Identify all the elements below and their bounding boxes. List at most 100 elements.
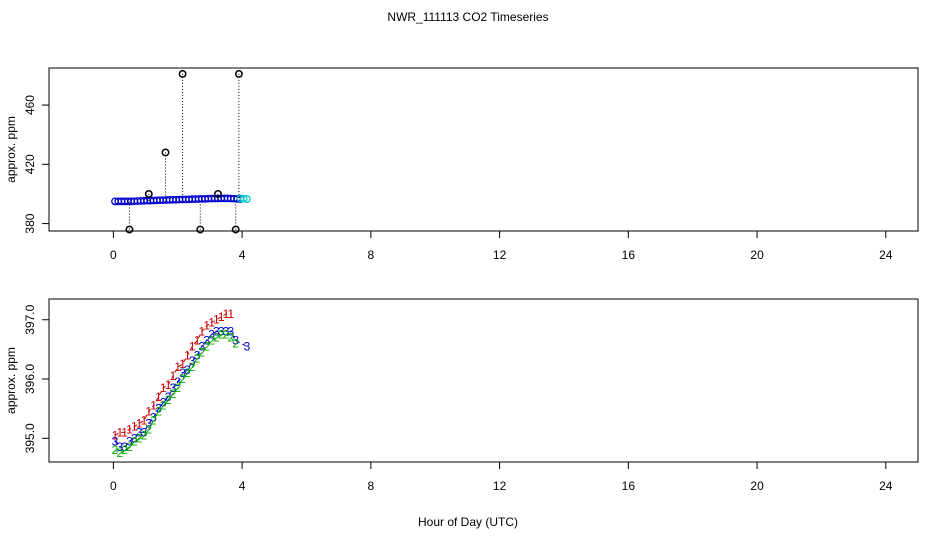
series-marker-3: 3: [136, 425, 143, 439]
series-line-3: [114, 331, 248, 448]
outlier-point: [234, 69, 243, 78]
series-marker-2: 2: [136, 431, 143, 445]
series-marker-3: 3: [218, 325, 225, 339]
series-marker-3: 3: [126, 434, 133, 448]
x-tick-label: 20: [750, 479, 764, 493]
y-axis-label: approx. ppm: [4, 116, 18, 183]
x-tick-label: 4: [239, 479, 246, 493]
series-marker-2: 2: [194, 351, 201, 365]
series-marker-3: 3: [131, 431, 138, 445]
series-marker-3: 3: [160, 396, 167, 410]
series-marker-2: 2: [116, 446, 123, 460]
series-marker-3: 3: [244, 339, 251, 353]
series-marker-1: 1: [170, 369, 177, 383]
x-tick-label: 8: [368, 479, 375, 493]
y-tick-label: 380: [23, 213, 37, 233]
series-marker-2: 2: [228, 331, 235, 345]
series-marker-1: 1: [203, 319, 210, 333]
data-point-tail: [239, 194, 248, 203]
series-marker-2: 2: [232, 336, 239, 350]
series-marker-3: 3: [184, 363, 191, 377]
series-marker-3: 3: [232, 333, 239, 347]
x-tick-label: 8: [368, 248, 375, 262]
series-marker-1: 1: [165, 378, 172, 392]
y-tick-label: 397.0: [23, 304, 37, 334]
series-marker-2: 2: [145, 422, 152, 436]
series-marker-3: 3: [145, 416, 152, 430]
series-line-2: [114, 334, 237, 454]
series-marker-3: 3: [116, 440, 123, 454]
outlier-point: [161, 148, 170, 157]
plot-frame: [48, 298, 919, 463]
series-marker-2: 2: [189, 360, 196, 374]
series-marker-1: 1: [213, 313, 220, 327]
series-marker-2: 2: [160, 399, 167, 413]
series-marker-3: 3: [228, 325, 235, 339]
series-marker-2: 2: [141, 428, 148, 442]
y-tick-label: 395.0: [23, 423, 37, 453]
x-tick-label: 12: [493, 248, 507, 262]
series-marker-2: 2: [165, 393, 172, 407]
y-tick-label: 396.0: [23, 364, 37, 394]
series-marker-1: 1: [126, 422, 133, 436]
outlier-point: [178, 69, 187, 78]
series-marker-3: 3: [155, 402, 162, 416]
series-marker-1: 1: [116, 425, 123, 439]
series-marker-2: 2: [179, 372, 186, 386]
series-marker-3: 3: [189, 354, 196, 368]
series-marker-3: 3: [121, 440, 128, 454]
series-marker-3: 3: [150, 411, 157, 425]
series-marker-2: 2: [213, 331, 220, 345]
series-marker-1: 1: [223, 307, 230, 321]
series-marker-2: 2: [112, 443, 119, 457]
outlier-point: [144, 190, 153, 198]
series-marker-1: 1: [218, 310, 225, 324]
series-marker-3: 3: [165, 390, 172, 404]
series-marker-3: 3: [213, 325, 220, 339]
series-marker-3: 3: [179, 366, 186, 380]
series-marker-3: 3: [203, 333, 210, 347]
x-tick-label: 12: [493, 479, 507, 493]
series-marker-3: 3: [141, 425, 148, 439]
outlier-point: [214, 190, 222, 198]
series-marker-2: 2: [223, 328, 230, 342]
series-marker-2: 2: [131, 434, 138, 448]
x-tick-label: 0: [110, 479, 117, 493]
series-marker-1: 1: [150, 399, 157, 413]
series-marker-1: 1: [141, 414, 148, 428]
series-marker-1: 1: [189, 339, 196, 353]
series-marker-1: 1: [194, 333, 201, 347]
series-marker-1: 1: [228, 307, 235, 321]
series-line-1: [114, 313, 231, 436]
x-tick-label: 16: [622, 479, 636, 493]
series-marker-3: 3: [112, 434, 119, 448]
x-tick-label: 24: [879, 479, 893, 493]
series-marker-3: 3: [194, 348, 201, 362]
series-marker-3: 3: [223, 325, 230, 339]
series-marker-1: 1: [179, 357, 186, 371]
series-marker-2: 2: [170, 387, 177, 401]
outlier-point: [231, 225, 240, 234]
panel-top: 0 4 8 12 16 20 24 380 420 460 approx. ppm: [4, 67, 919, 262]
x-tick-label: 4: [239, 248, 246, 262]
chart-title: NWR_111113 CO2 Timeseries: [387, 10, 549, 24]
series-marker-1: 1: [155, 390, 162, 404]
series-marker-2: 2: [203, 339, 210, 353]
x-axis-label: Hour of Day (UTC): [417, 515, 518, 529]
series-marker-3: 3: [199, 339, 206, 353]
series-marker-1: 1: [208, 316, 215, 330]
series-marker-2: 2: [184, 366, 191, 380]
series-marker-1: 1: [145, 405, 152, 419]
series-marker-3: 3: [170, 381, 177, 395]
series-marker-3: 3: [208, 328, 215, 342]
x-tick-label: 24: [879, 248, 893, 262]
y-axis-label: approx. ppm: [4, 347, 18, 414]
series-marker-2: 2: [121, 443, 128, 457]
series-marker-2: 2: [218, 328, 225, 342]
series-marker-1: 1: [136, 416, 143, 430]
x-tick-label: 16: [622, 248, 636, 262]
x-tick-label: 20: [750, 248, 764, 262]
series-marker-1: 1: [121, 425, 128, 439]
